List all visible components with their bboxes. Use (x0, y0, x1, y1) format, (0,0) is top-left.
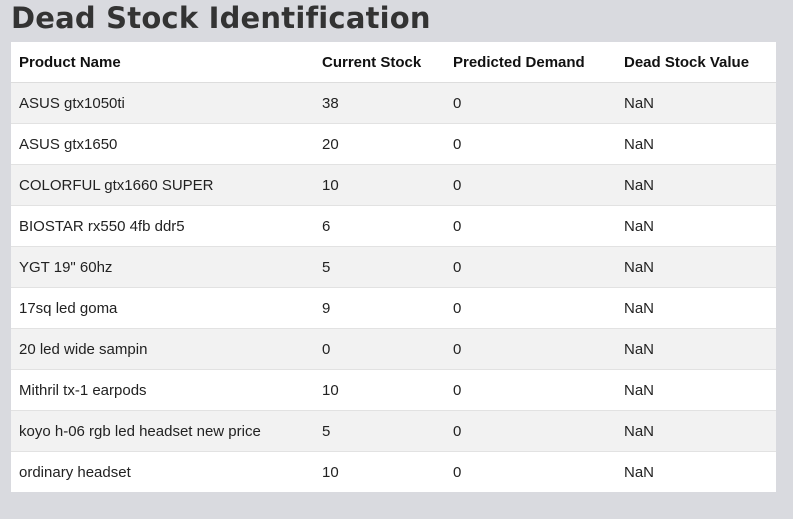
table-row: 17sq led goma 9 0 NaN (11, 287, 776, 329)
cell-predicted-demand: 0 (445, 123, 616, 165)
cell-product-name: BIOSTAR rx550 4fb ddr5 (11, 205, 314, 247)
cell-dead-stock-value: NaN (616, 287, 776, 329)
dead-stock-table: Product Name Current Stock Predicted Dem… (11, 42, 776, 492)
table-body: ASUS gtx1050ti 38 0 NaN ASUS gtx1650 20 … (11, 82, 776, 492)
cell-current-stock: 9 (314, 287, 445, 329)
table-row: ordinary headset 10 0 NaN (11, 451, 776, 492)
page-title: Dead Stock Identification (11, 1, 431, 35)
table-header: Product Name Current Stock Predicted Dem… (11, 42, 776, 83)
table-row: YGT 19" 60hz 5 0 NaN (11, 246, 776, 288)
cell-product-name: ASUS gtx1050ti (11, 82, 314, 124)
cell-dead-stock-value: NaN (616, 328, 776, 370)
cell-predicted-demand: 0 (445, 246, 616, 288)
cell-current-stock: 38 (314, 82, 445, 124)
cell-current-stock: 10 (314, 164, 445, 206)
cell-predicted-demand: 0 (445, 205, 616, 247)
cell-current-stock: 5 (314, 246, 445, 288)
column-header-dead-stock-value: Dead Stock Value (616, 42, 776, 83)
table-row: ASUS gtx1050ti 38 0 NaN (11, 82, 776, 124)
cell-product-name: ASUS gtx1650 (11, 123, 314, 165)
cell-predicted-demand: 0 (445, 328, 616, 370)
cell-dead-stock-value: NaN (616, 369, 776, 411)
cell-product-name: YGT 19" 60hz (11, 246, 314, 288)
cell-product-name: 17sq led goma (11, 287, 314, 329)
cell-dead-stock-value: NaN (616, 205, 776, 247)
cell-current-stock: 6 (314, 205, 445, 247)
column-header-current-stock: Current Stock (314, 42, 445, 83)
cell-dead-stock-value: NaN (616, 164, 776, 206)
cell-predicted-demand: 0 (445, 82, 616, 124)
cell-product-name: Mithril tx-1 earpods (11, 369, 314, 411)
cell-current-stock: 10 (314, 451, 445, 492)
table-row: BIOSTAR rx550 4fb ddr5 6 0 NaN (11, 205, 776, 247)
table-row: ASUS gtx1650 20 0 NaN (11, 123, 776, 165)
cell-predicted-demand: 0 (445, 164, 616, 206)
cell-predicted-demand: 0 (445, 410, 616, 452)
cell-dead-stock-value: NaN (616, 123, 776, 165)
cell-predicted-demand: 0 (445, 451, 616, 492)
table-row: Mithril tx-1 earpods 10 0 NaN (11, 369, 776, 411)
dead-stock-table-container: Product Name Current Stock Predicted Dem… (11, 42, 776, 492)
cell-product-name: COLORFUL gtx1660 SUPER (11, 164, 314, 206)
cell-predicted-demand: 0 (445, 287, 616, 329)
cell-product-name: koyo h-06 rgb led headset new price (11, 410, 314, 452)
table-header-row: Product Name Current Stock Predicted Dem… (11, 42, 776, 83)
cell-current-stock: 20 (314, 123, 445, 165)
cell-dead-stock-value: NaN (616, 451, 776, 492)
cell-product-name: ordinary headset (11, 451, 314, 492)
cell-product-name: 20 led wide sampin (11, 328, 314, 370)
table-row: 20 led wide sampin 0 0 NaN (11, 328, 776, 370)
cell-dead-stock-value: NaN (616, 82, 776, 124)
cell-current-stock: 10 (314, 369, 445, 411)
cell-current-stock: 0 (314, 328, 445, 370)
column-header-product-name: Product Name (11, 42, 314, 83)
cell-predicted-demand: 0 (445, 369, 616, 411)
cell-dead-stock-value: NaN (616, 246, 776, 288)
table-row: koyo h-06 rgb led headset new price 5 0 … (11, 410, 776, 452)
column-header-predicted-demand: Predicted Demand (445, 42, 616, 83)
table-row: COLORFUL gtx1660 SUPER 10 0 NaN (11, 164, 776, 206)
cell-current-stock: 5 (314, 410, 445, 452)
cell-dead-stock-value: NaN (616, 410, 776, 452)
